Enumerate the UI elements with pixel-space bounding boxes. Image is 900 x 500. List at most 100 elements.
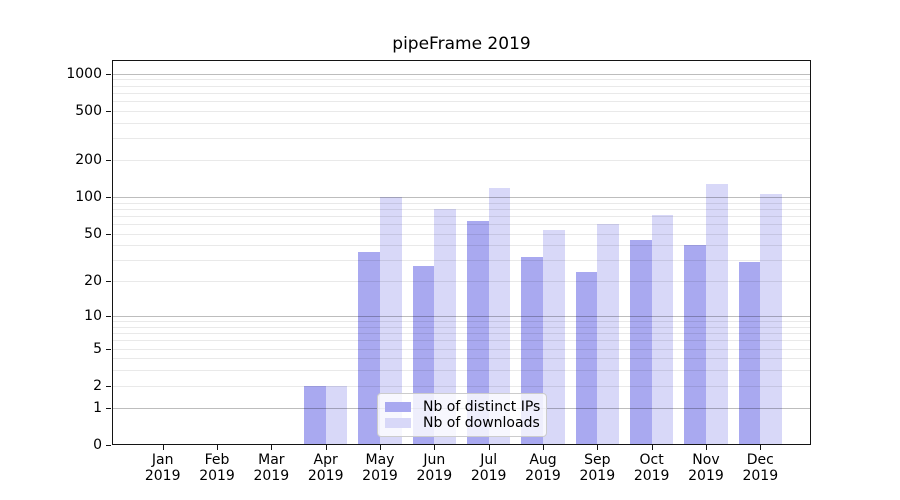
bar-ips-nov (684, 245, 706, 445)
y-tick-mark (106, 196, 111, 198)
major-gridline (112, 196, 811, 198)
minor-gridline (112, 385, 811, 387)
minor-gridline (112, 138, 811, 140)
bar-downloads-apr (325, 385, 348, 445)
x-tick-label-line: 2019 (633, 468, 670, 484)
y-tick-mark (106, 281, 111, 283)
y-tick-label: 10 (84, 308, 102, 325)
y-tick-mark (106, 73, 111, 75)
minor-gridline (112, 85, 811, 87)
bar-ips-sep (575, 271, 598, 445)
bar-downloads-nov (705, 183, 728, 445)
minor-gridline (112, 321, 811, 323)
major-gridline (112, 316, 811, 318)
bar-downloads-sep (597, 224, 619, 445)
minor-gridline (112, 358, 811, 360)
minor-gridline (112, 224, 811, 226)
minor-gridline (112, 326, 811, 328)
minor-gridline (112, 281, 811, 283)
x-tick-label-line: 2019 (253, 468, 290, 484)
x-tick-label-line: Jul (480, 452, 498, 468)
x-tick-label: Nov 2019 (674, 452, 738, 484)
x-tick-label-line: 2019 (307, 468, 344, 484)
bar-downloads-may (380, 196, 402, 445)
x-tick-label-line: Mar (258, 452, 285, 468)
x-tick-label-line: 2019 (416, 468, 453, 484)
y-tick-label: 200 (75, 151, 102, 168)
legend-label: Nb of distinct IPs (423, 399, 541, 415)
minor-gridline (112, 333, 811, 335)
minor-gridline (112, 110, 811, 112)
major-gridline (112, 73, 811, 75)
x-tick-mark (597, 445, 599, 450)
minor-gridline (112, 92, 811, 94)
x-tick-label-line: Sep (584, 452, 611, 468)
y-tick-label: 2 (93, 377, 102, 394)
x-tick-mark (542, 445, 544, 450)
x-tick-label-line: May (365, 452, 395, 468)
minor-gridline (112, 159, 811, 161)
minor-gridline (112, 79, 811, 81)
y-tick-label: 5 (93, 340, 102, 357)
x-tick-label: Aug 2019 (511, 452, 575, 484)
x-tick-label: Jan 2019 (131, 452, 195, 484)
bar-ips-oct (629, 240, 652, 445)
x-tick-label-line: Feb (204, 452, 230, 468)
x-tick-mark (651, 445, 653, 450)
bar-downloads-jul (488, 188, 511, 445)
x-tick-label-line: Nov (692, 452, 720, 468)
x-tick-label-line: Aug (529, 452, 557, 468)
legend-item: Nb of downloads (385, 415, 540, 431)
x-tick-label-line: Oct (639, 452, 664, 468)
x-tick-mark (325, 445, 327, 450)
bar-ips-dec (738, 262, 761, 445)
y-tick-mark (106, 316, 111, 318)
y-tick-label: 500 (75, 102, 102, 119)
plot-area: Nb of distinct IPs Nb of downloads (112, 60, 811, 445)
x-tick-label-line: Apr (313, 452, 338, 468)
minor-gridline (112, 260, 811, 262)
x-tick-label-line: Jan (151, 452, 174, 468)
x-tick-label: May 2019 (348, 452, 412, 484)
legend-item: Nb of distinct IPs (385, 399, 541, 415)
x-tick-label-line: Jun (423, 452, 446, 468)
x-tick-label: Jul 2019 (457, 452, 521, 484)
y-tick-mark (106, 233, 111, 235)
bar-downloads-dec (760, 194, 782, 445)
x-tick-label: Sep 2019 (565, 452, 629, 484)
y-tick-mark (106, 385, 111, 387)
chart-title: pipeFrame 2019 (392, 34, 531, 54)
minor-gridline (112, 370, 811, 372)
minor-gridline (112, 122, 811, 124)
minor-gridline (112, 208, 811, 210)
x-tick-label: Oct 2019 (620, 452, 684, 484)
y-tick-mark (106, 110, 111, 112)
y-tick-label: 1 (93, 399, 102, 416)
x-tick-label-line: 2019 (199, 468, 235, 484)
bar-downloads-jun (434, 208, 457, 445)
x-tick-mark (705, 445, 707, 450)
x-tick-mark (271, 445, 273, 450)
y-tick-mark (106, 445, 111, 446)
x-tick-label-line: 2019 (525, 468, 561, 484)
x-tick-mark (488, 445, 490, 450)
legend-label: Nb of downloads (423, 415, 540, 431)
bar-ips-jul (466, 220, 489, 445)
x-tick-label: Apr 2019 (294, 452, 358, 484)
bar-ips-may (358, 252, 380, 445)
minor-gridline (112, 245, 811, 247)
x-tick-label-line: 2019 (144, 468, 181, 484)
x-tick-mark (217, 445, 219, 450)
bar-downloads-oct (651, 215, 674, 445)
x-tick-mark (162, 445, 164, 450)
minor-gridline (112, 340, 811, 342)
x-tick-mark (380, 445, 381, 450)
x-tick-label-line: 2019 (688, 468, 724, 484)
minor-gridline (112, 233, 811, 235)
legend-swatch (385, 402, 411, 412)
x-tick-label-line: 2019 (742, 468, 779, 484)
x-tick-mark (434, 445, 436, 450)
y-tick-mark (106, 159, 111, 161)
y-tick-mark (106, 348, 111, 350)
minor-gridline (112, 215, 811, 217)
